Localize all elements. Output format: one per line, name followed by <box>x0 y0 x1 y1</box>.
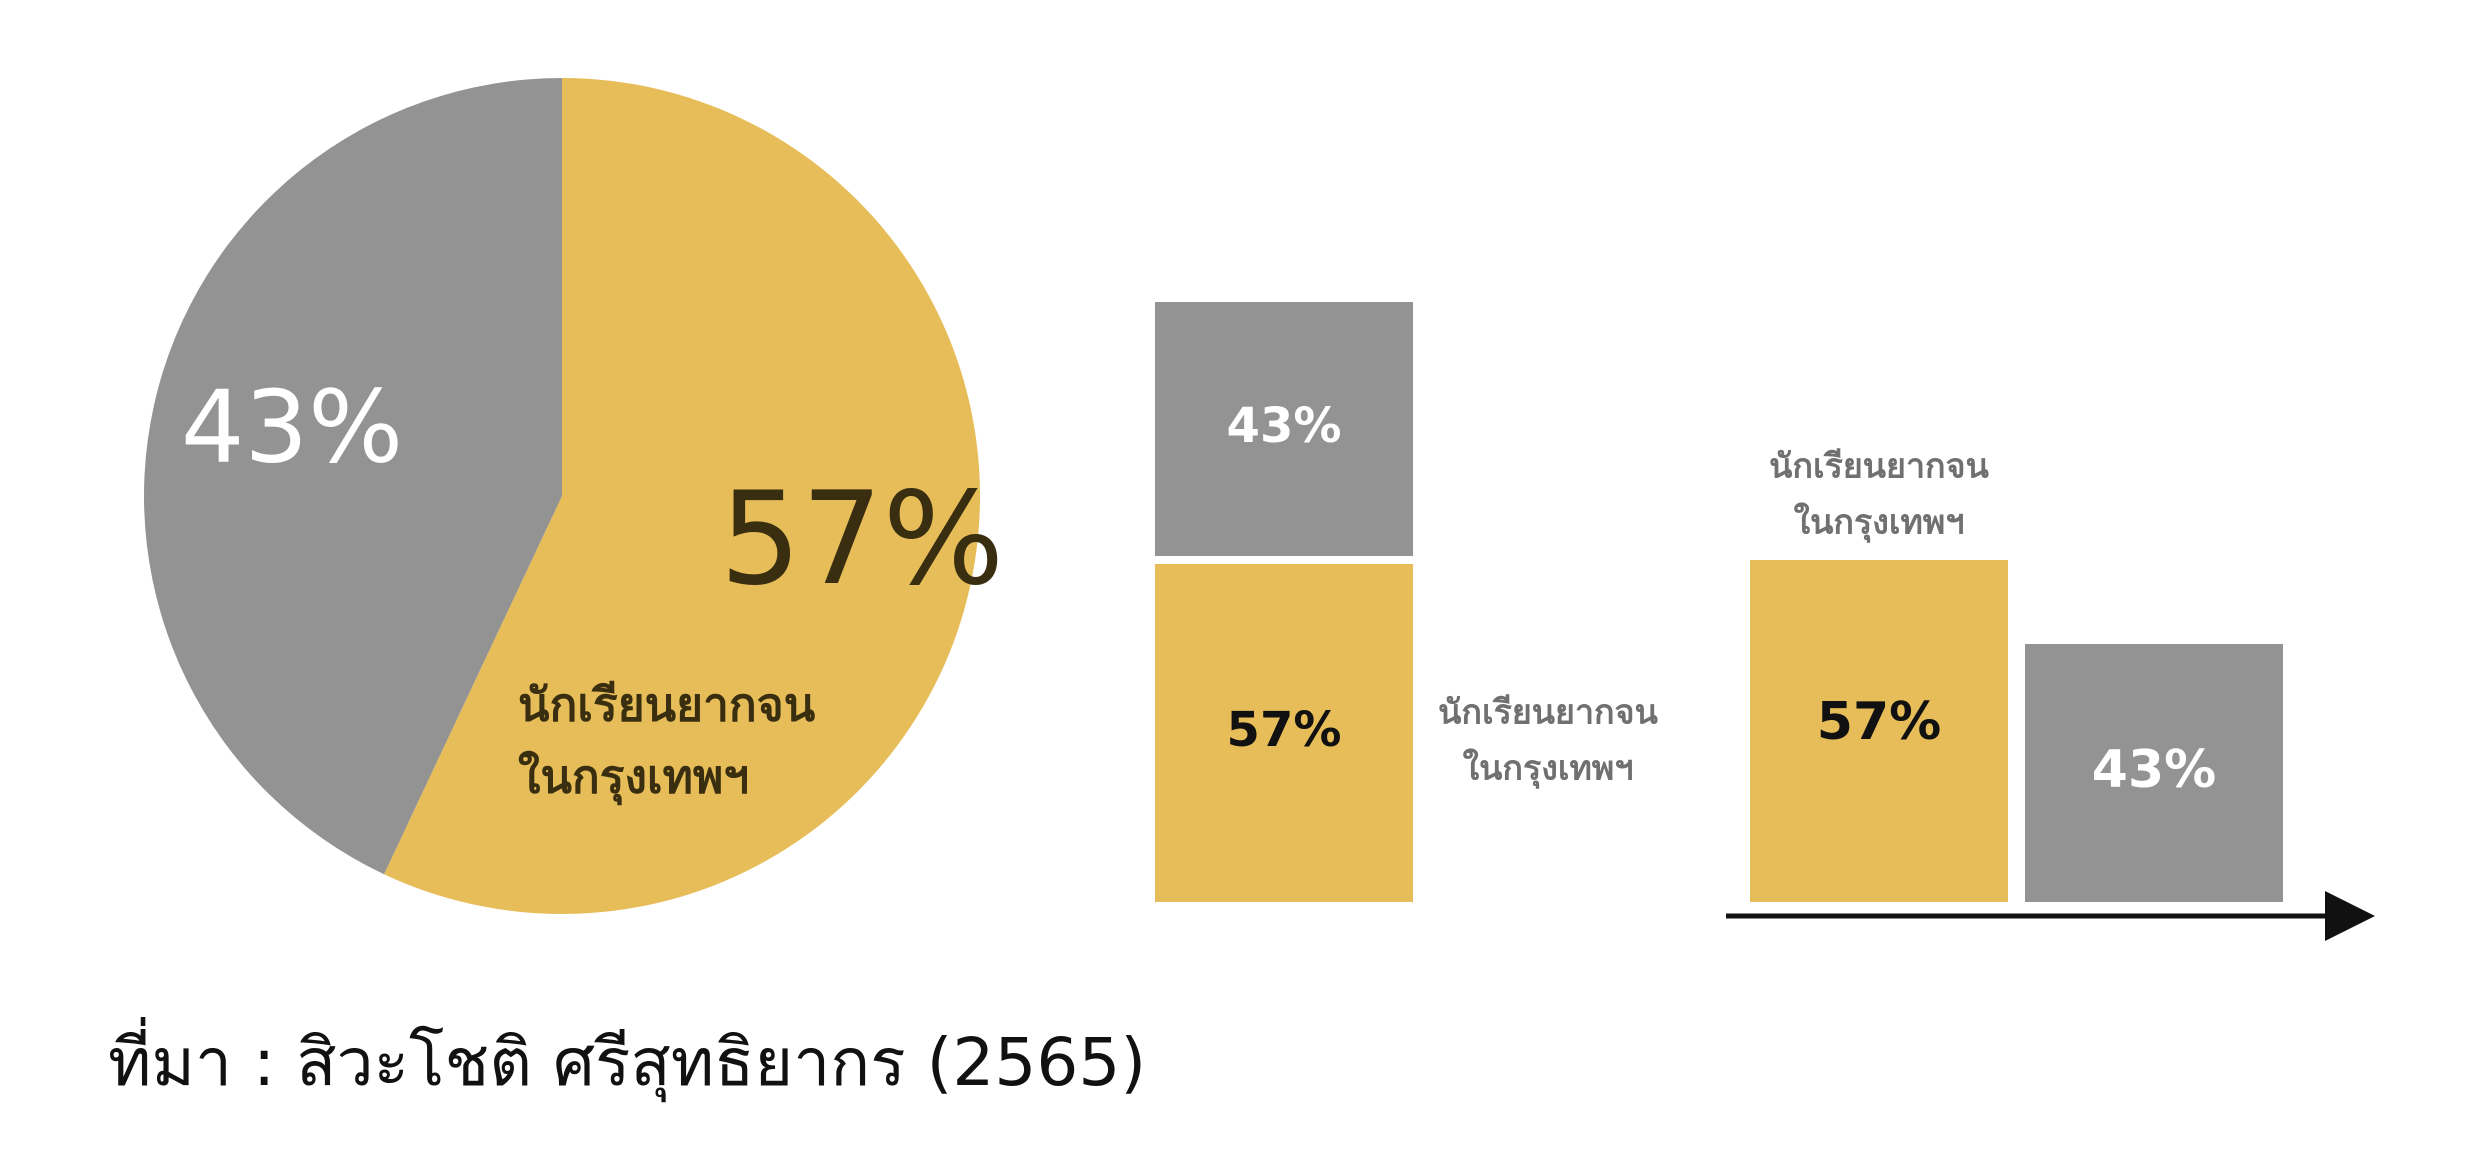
stacked-bar-segment <box>1155 564 1413 902</box>
pie-value-label: 57% <box>720 465 1005 614</box>
pie-slice <box>384 78 980 914</box>
bar <box>1750 560 2008 902</box>
bar-value-label: 43% <box>2092 740 2216 800</box>
bar-category-label: นักเรียนยากจน <box>1769 447 1989 487</box>
bar-category-label: ในกรุงเทพฯ <box>1794 502 1965 544</box>
pie-slice <box>143 78 562 875</box>
stacked-bar-category-label: นักเรียนยากจน <box>1438 693 1658 733</box>
source-citation: ที่มา : สิวะโชติ ศรีสุทธิยากร (2565) <box>108 1024 1147 1101</box>
stacked-bar-value-label: 43% <box>1227 398 1342 454</box>
stacked-bar-segment <box>1155 302 1413 556</box>
stacked-bar-value-label: 57% <box>1227 702 1342 758</box>
pie-value-label: 43% <box>181 368 403 485</box>
bar <box>2025 644 2283 902</box>
bar-value-label: 57% <box>1817 692 1941 752</box>
pie-category-label: ในกรุงเทพฯ <box>518 750 749 806</box>
pie-category-label: นักเรียนยากจน <box>518 678 816 732</box>
stacked-bar-category-label: ในกรุงเทพฯ <box>1463 748 1634 790</box>
